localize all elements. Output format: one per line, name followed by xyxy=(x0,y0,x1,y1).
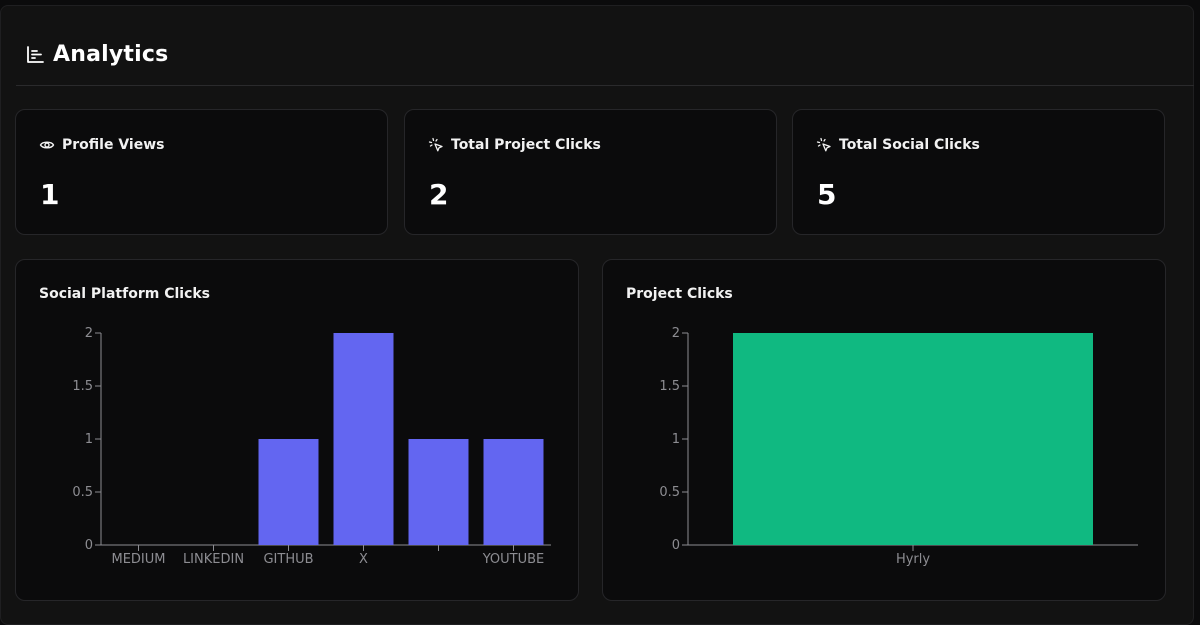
stat-value: 1 xyxy=(40,178,60,211)
eye-icon xyxy=(39,141,55,149)
stat-value: 2 xyxy=(429,178,449,211)
project-clicks-card: Project Clicks 0 0.5 1 1.5 2 Hyrly xyxy=(602,259,1166,601)
chart-title: Project Clicks xyxy=(626,286,733,302)
cursor-click-icon xyxy=(816,137,831,152)
x-tick-label: Hyrly xyxy=(896,552,930,567)
social-platform-clicks-card: Social Platform Clicks 0 0.5 1 1.5 2 MEDIUM LI… xyxy=(15,259,579,601)
y-tick-label: 0.5 xyxy=(659,485,680,500)
stat-label: Profile Views xyxy=(62,137,165,153)
y-tick-label: 1.5 xyxy=(72,379,93,394)
stat-value: 5 xyxy=(817,178,837,211)
bar xyxy=(483,439,544,545)
page-header: Analytics xyxy=(25,42,168,67)
cursor-click-icon xyxy=(428,137,443,152)
x-tick-label: LINKEDIN xyxy=(183,552,244,567)
x-tick-label: MEDIUM xyxy=(111,552,165,567)
y-tick-label: 2 xyxy=(85,326,93,341)
stat-label: Total Social Clicks xyxy=(839,137,980,153)
x-tick-label: X xyxy=(359,552,368,567)
x-tick-label: YOUTUBE xyxy=(482,552,545,567)
social-clicks-chart: 0 0.5 1 1.5 2 MEDIUM LINKEDIN GITHUB X YOUTUBE xyxy=(72,326,551,567)
y-tick-label: 1 xyxy=(85,432,93,447)
y-tick-label: 2 xyxy=(672,326,680,341)
project-clicks-chart: 0 0.5 1 1.5 2 Hyrly xyxy=(659,326,1138,567)
bar xyxy=(408,439,469,545)
stat-label: Total Project Clicks xyxy=(451,137,601,153)
header-divider xyxy=(16,85,1194,86)
page-title: Analytics xyxy=(53,42,169,67)
stat-card-social-clicks: Total Social Clicks 5 xyxy=(792,109,1165,235)
y-tick-label: 1.5 xyxy=(659,379,680,394)
y-tick-label: 0.5 xyxy=(72,485,93,500)
y-tick-label: 0 xyxy=(85,538,93,553)
y-tick-label: 0 xyxy=(672,538,680,553)
bar-chart-icon xyxy=(27,45,44,63)
bar xyxy=(333,333,394,545)
bar xyxy=(733,333,1093,545)
chart-title: Social Platform Clicks xyxy=(39,286,211,302)
stat-card-profile-views: Profile Views 1 xyxy=(15,109,388,235)
bar xyxy=(258,439,319,545)
x-tick-label: GITHUB xyxy=(263,552,313,567)
stat-card-project-clicks: Total Project Clicks 2 xyxy=(404,109,777,235)
y-tick-label: 1 xyxy=(672,432,680,447)
